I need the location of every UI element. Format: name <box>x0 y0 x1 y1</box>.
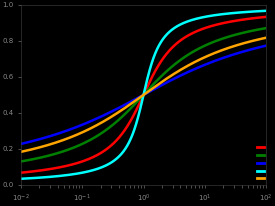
Legend: , , , , : , , , , <box>256 144 266 182</box>
